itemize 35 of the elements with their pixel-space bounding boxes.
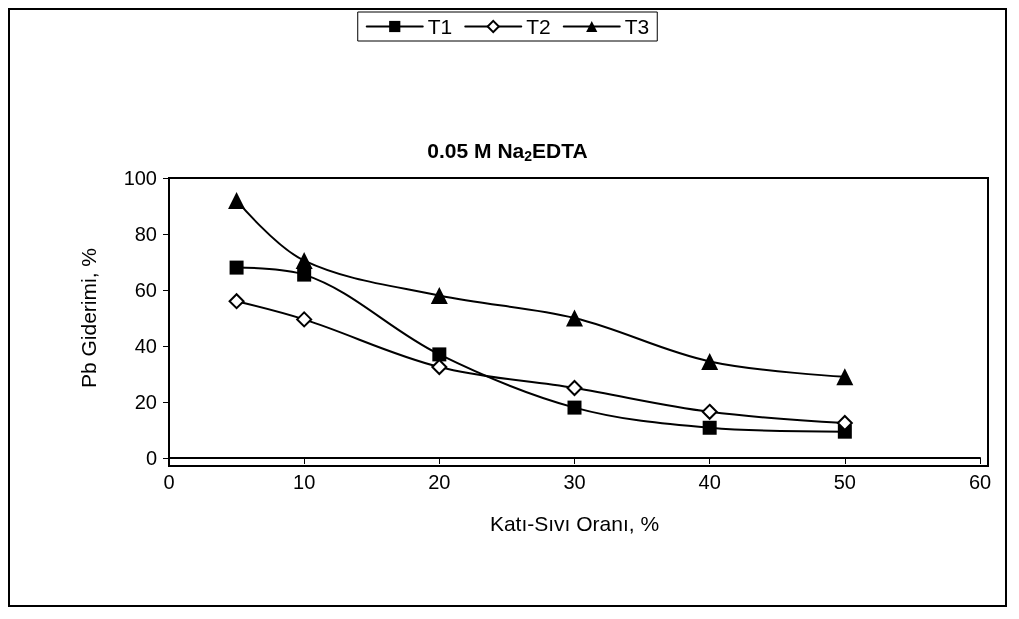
point — [701, 352, 719, 370]
point — [566, 309, 583, 327]
x-tick-label: 0 — [163, 471, 175, 493]
point — [297, 267, 312, 282]
point — [228, 293, 245, 310]
legend-label: T3 — [624, 15, 650, 38]
x-tick-label: 30 — [563, 471, 586, 493]
point — [431, 359, 448, 375]
point — [296, 311, 313, 328]
y-tick-label: 80 — [134, 223, 157, 245]
point — [566, 380, 583, 396]
point — [295, 252, 313, 270]
y-tick-label: 0 — [145, 447, 157, 469]
point — [701, 403, 718, 420]
x-tick-label: 10 — [293, 471, 316, 493]
legend-label: T1 — [427, 15, 453, 38]
x-tick-label: 40 — [698, 471, 721, 493]
point — [430, 287, 448, 305]
point — [228, 191, 246, 209]
legend-label: T2 — [526, 15, 551, 38]
y-tick-label: 60 — [134, 279, 157, 301]
y-tick-label: 100 — [123, 167, 157, 189]
x-axis-title: Katı-Sıvı Oranı, % — [489, 512, 660, 535]
point — [567, 400, 582, 415]
point — [702, 420, 717, 435]
x-tick-label: 20 — [428, 471, 451, 493]
point — [432, 347, 447, 362]
point — [229, 260, 244, 275]
y-axis-title: Pb Giderimi, % — [77, 247, 100, 389]
y-tick-label: 20 — [134, 391, 157, 413]
point — [836, 415, 853, 431]
point — [836, 368, 854, 386]
x-tick-label: 50 — [833, 471, 856, 493]
y-tick-label: 40 — [134, 335, 157, 357]
x-tick-label: 60 — [968, 471, 992, 493]
